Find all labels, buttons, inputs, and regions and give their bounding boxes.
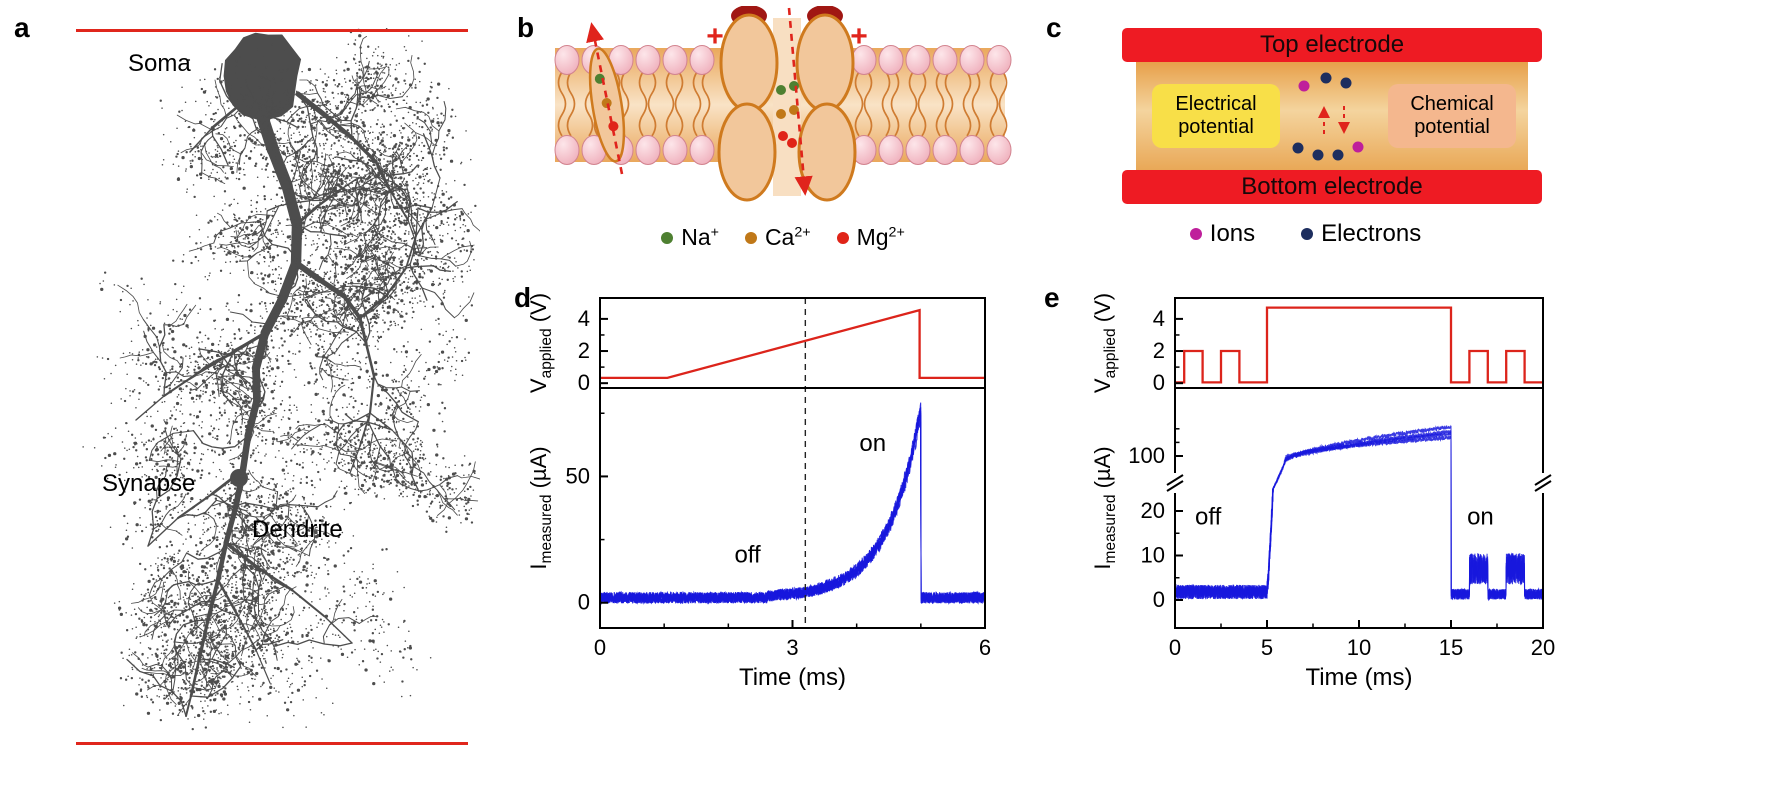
legend-item-magnesium: Mg2+ (836, 224, 905, 251)
electron-dot (1292, 142, 1304, 154)
svg-text:10: 10 (1141, 543, 1165, 568)
carrier-legend: Ions Electrons (1040, 220, 1571, 248)
svg-text:2: 2 (578, 338, 590, 363)
bottom-boundary-line (76, 742, 468, 745)
ion-electron-dots (1292, 72, 1364, 161)
svg-text:3: 3 (786, 635, 798, 660)
panel-label-a: a (14, 12, 30, 43)
sodium-dot (661, 231, 674, 244)
chart-e-pulses: 0 5 10 15 20 0 2 4 0 10 20 100 Vapplied (V) Imeasured… (1090, 293, 1555, 691)
dendrite-annotation: Dendrite (252, 516, 343, 543)
svg-text:on: on (859, 430, 886, 457)
current-trace-d (600, 407, 985, 605)
membrane-illustration: + + (554, 6, 1012, 202)
neuron-micrograph (82, 28, 480, 731)
svg-text:Vapplied (V): Vapplied (V) (526, 293, 555, 393)
electron-dot (1332, 149, 1344, 161)
ion-legend: Na+ Ca2+ Mg2+ (553, 224, 1013, 251)
svg-text:0: 0 (1153, 370, 1165, 395)
svg-text:on: on (1467, 503, 1494, 530)
magnesium-dot (836, 231, 849, 244)
synapse-bouton (230, 469, 248, 487)
ion-dot (1298, 80, 1310, 92)
chart-d-sweep: 0 3 6 0 2 4 0 50 Vapplied (V) Imeasured (µA) Time … (526, 293, 991, 691)
voltage-trace-d (600, 308, 985, 380)
ions-label: Ions (1209, 220, 1256, 247)
svg-text:50: 50 (566, 463, 590, 488)
svg-text:10: 10 (1347, 635, 1371, 660)
channel-wall (795, 13, 855, 113)
panel-label-d: d (514, 282, 532, 313)
svg-text:0: 0 (594, 635, 606, 660)
svg-text:15: 15 (1439, 635, 1463, 660)
channel-wall (719, 13, 779, 113)
top-boundary-line (76, 29, 468, 32)
chemical-potential-box: Chemical potential (1388, 84, 1516, 148)
svg-text:0: 0 (1153, 587, 1165, 612)
voltage-trace-e (1175, 306, 1543, 384)
electrons-label: Electrons (1321, 220, 1422, 247)
speckle-large (100, 34, 476, 718)
svg-text:20: 20 (1141, 498, 1165, 523)
ion-path-arrow-down (787, 7, 813, 196)
calcium-dot (744, 231, 757, 244)
svg-text:6: 6 (979, 635, 991, 660)
bottom-electrode: Bottom electrode (1122, 170, 1542, 204)
current-trace-d (600, 402, 985, 605)
svg-text:Vapplied (V): Vapplied (V) (1090, 293, 1119, 393)
current-trace-d (600, 411, 985, 605)
current-trace-d (600, 411, 985, 605)
ion-dot (1352, 141, 1364, 153)
svg-text:0: 0 (1169, 635, 1181, 660)
svg-text:5: 5 (1261, 635, 1273, 660)
svg-text:0: 0 (578, 370, 590, 395)
current-trace-d (600, 420, 985, 605)
plus-charge: + (706, 20, 724, 53)
electron-dot (1301, 228, 1314, 240)
current-trace-d (600, 411, 985, 606)
plus-charge: + (850, 20, 868, 53)
speckle-medium (102, 28, 477, 731)
calcium-label: Ca2+ (764, 224, 811, 250)
legend-item-calcium: Ca2+ (744, 224, 811, 251)
svg-text:off: off (734, 541, 761, 568)
electron-dot (1312, 149, 1324, 161)
sodium-label: Na+ (681, 224, 719, 250)
electron-dot (1320, 72, 1332, 84)
legend-item-ions: Ions (1189, 220, 1256, 248)
svg-text:100: 100 (1128, 443, 1165, 468)
svg-text:Time (ms): Time (ms) (1305, 664, 1412, 691)
svg-text:Imeasured (µA): Imeasured (µA) (526, 446, 555, 569)
electrical-potential-box: Electrical potential (1152, 84, 1280, 148)
svg-text:0: 0 (578, 590, 590, 615)
svg-text:Time (ms): Time (ms) (739, 664, 846, 691)
magnesium-label: Mg2+ (856, 224, 905, 250)
svg-text:Imeasured (µA): Imeasured (µA) (1090, 446, 1119, 569)
panel-label-b: b (517, 12, 535, 43)
soma-annotation: Soma (128, 50, 191, 77)
top-electrode: Top electrode (1122, 28, 1542, 62)
channel-wall (717, 102, 777, 202)
ion-dot (1189, 228, 1202, 240)
panel-label-c: c (1046, 12, 1062, 43)
svg-text:4: 4 (578, 306, 590, 331)
svg-text:2: 2 (1153, 338, 1165, 363)
synapse-annotation: Synapse (102, 470, 196, 497)
panel-label-e: e (1044, 282, 1060, 313)
svg-text:off: off (1195, 503, 1222, 530)
device-schematic: Top electrode Electrical potential Chemi… (1040, 14, 1571, 270)
soma-shape (223, 32, 302, 120)
svg-text:20: 20 (1531, 635, 1555, 660)
legend-item-electrons: Electrons (1301, 220, 1421, 248)
channel-wall (797, 102, 857, 202)
electron-dot (1340, 77, 1352, 89)
legend-item-sodium: Na+ (661, 224, 719, 251)
current-trace-e (1175, 424, 1543, 600)
svg-text:4: 4 (1153, 306, 1165, 331)
